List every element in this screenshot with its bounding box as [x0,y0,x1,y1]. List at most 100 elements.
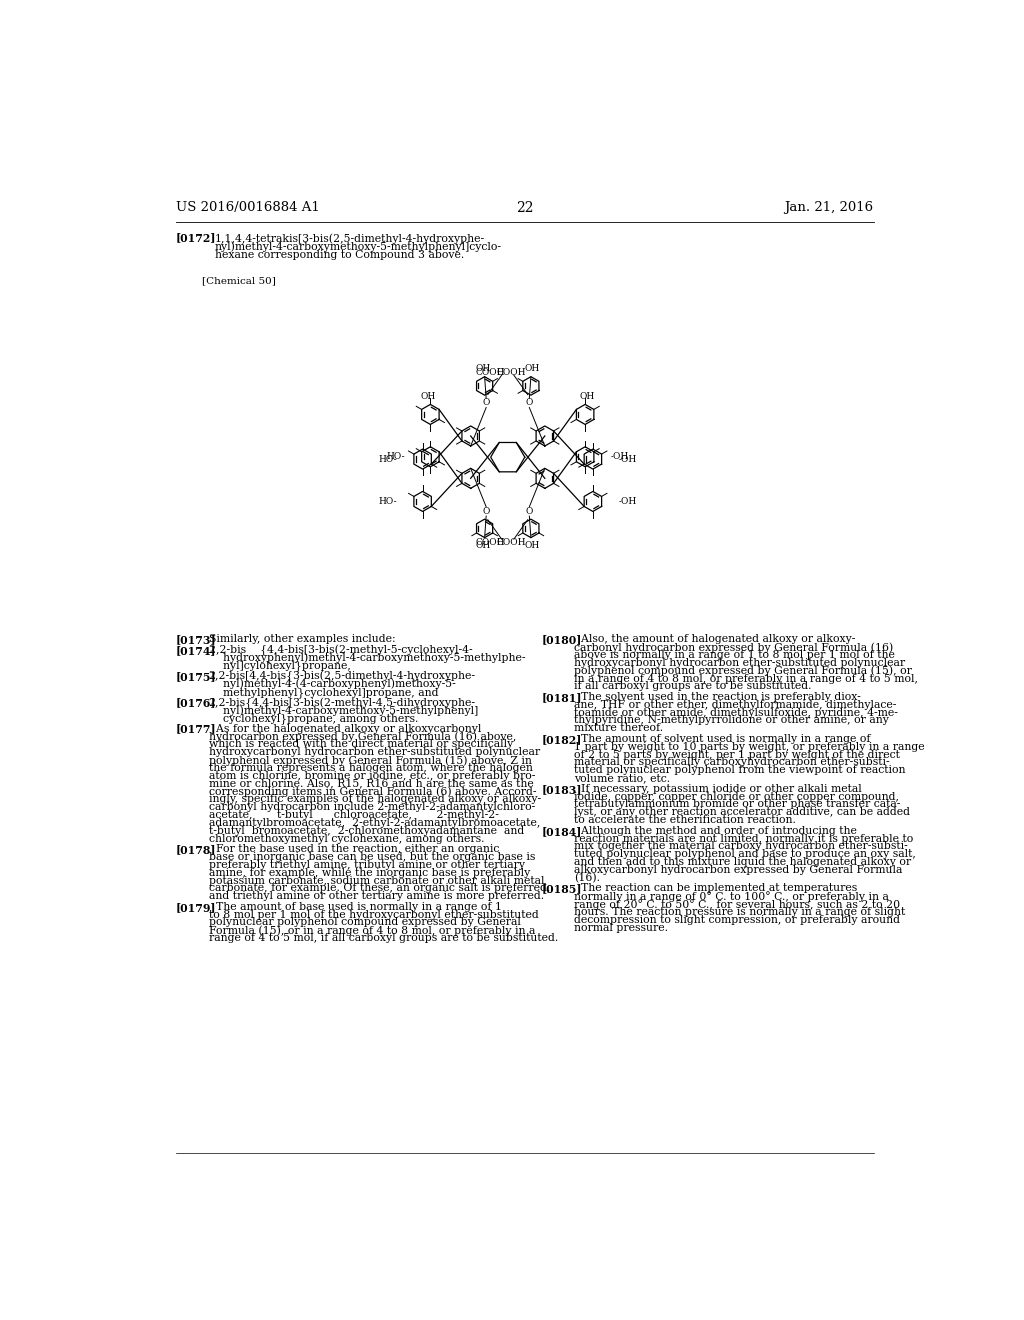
Text: Also, the amount of halogenated alkoxy or alkoxy-: Also, the amount of halogenated alkoxy o… [574,635,856,644]
Text: tuted polynuclear polyphenol and base to produce an oxy salt,: tuted polynuclear polyphenol and base to… [574,849,916,859]
Text: cyclohexyl}propane, among others.: cyclohexyl}propane, among others. [209,713,418,723]
Text: OH: OH [525,364,540,374]
Text: normally in a range of 0° C. to 100° C., or preferably in a: normally in a range of 0° C. to 100° C.,… [574,891,889,902]
Text: corresponding items in General Formula (6) above. Accord-: corresponding items in General Formula (… [209,787,537,797]
Text: range of 20° C. to 50° C., for several hours, such as 2 to 20: range of 20° C. to 50° C., for several h… [574,899,900,909]
Text: [Chemical 50]: [Chemical 50] [202,276,275,285]
Text: 1 part by weight to 10 parts by weight, or preferably in a range: 1 part by weight to 10 parts by weight, … [574,742,925,752]
Text: hydrocarbon expressed by General Formula (16) above,: hydrocarbon expressed by General Formula… [209,731,516,742]
Text: [0177]: [0177] [176,723,217,735]
Text: tetrabutylammonium bromide or other phase transfer cata-: tetrabutylammonium bromide or other phas… [574,800,901,809]
Text: to accelerate the etherification reaction.: to accelerate the etherification reactio… [574,816,797,825]
Text: polynuclear polyphenol compound expressed by General: polynuclear polyphenol compound expresse… [209,917,520,928]
Text: above is normally in a range of 1 to 8 mol per 1 mol of the: above is normally in a range of 1 to 8 m… [574,649,895,660]
Text: tuted polynuclear polyphenol from the viewpoint of reaction: tuted polynuclear polyphenol from the vi… [574,766,906,775]
Text: atom is chlorine, bromine or iodine, etc., or preferably bro-: atom is chlorine, bromine or iodine, etc… [209,771,535,780]
Text: [0180]: [0180] [542,635,583,645]
Text: O: O [482,507,489,516]
Text: [0179]: [0179] [176,902,216,912]
Text: base or inorganic base can be used, but the organic base is: base or inorganic base can be used, but … [209,851,535,862]
Text: preferably triethyl amine, tributyl amine or other tertiary: preferably triethyl amine, tributyl amin… [209,859,524,870]
Text: 1,1,4,4-tetrakis[3-bis(2,5-dimethyl-4-hydroxyphe-: 1,1,4,4-tetrakis[3-bis(2,5-dimethyl-4-hy… [215,234,485,244]
Text: carbonate, for example. Of these, an organic salt is preferred,: carbonate, for example. Of these, an org… [209,883,550,894]
Text: COOH: COOH [475,537,505,546]
Text: O: O [525,399,534,408]
Text: [0175]: [0175] [176,671,217,682]
Text: mixture thereof.: mixture thereof. [574,723,664,734]
Text: of 2 to 5 parts by weight, per 1 part by weight of the direct: of 2 to 5 parts by weight, per 1 part by… [574,750,900,759]
Text: decompression to slight compression, or preferably around: decompression to slight compression, or … [574,915,900,925]
Text: lyst, or any other reaction accelerator additive, can be added: lyst, or any other reaction accelerator … [574,808,910,817]
Text: If necessary, potassium iodide or other alkali metal: If necessary, potassium iodide or other … [574,784,862,793]
Text: US 2016/0016884 A1: US 2016/0016884 A1 [176,201,319,214]
Text: -OH: -OH [618,496,637,506]
Text: [0176]: [0176] [176,697,216,709]
Text: [0178]: [0178] [176,843,216,855]
Text: carbonyl hydrocarbon include 2-methyl-2-adamantylchloro-: carbonyl hydrocarbon include 2-methyl-2-… [209,803,535,812]
Text: adamantylbromoacetate,  2-ethyl-2-adamantylbromoacetate,: adamantylbromoacetate, 2-ethyl-2-adamant… [209,818,540,828]
Text: OH: OH [475,364,490,374]
Text: nyl)methyl-4-carboxymethoxy-5-methylphenyl]: nyl)methyl-4-carboxymethoxy-5-methylphen… [209,705,478,715]
Text: The amount of base used is normally in a range of 1: The amount of base used is normally in a… [209,902,502,912]
Text: The amount of solvent used is normally in a range of: The amount of solvent used is normally i… [574,734,870,744]
Text: mix together the material carboxy hydrocarbon ether-substi-: mix together the material carboxy hydroc… [574,841,908,851]
Text: Formula (15), or in a range of 4 to 8 mol, or preferably in a: Formula (15), or in a range of 4 to 8 mo… [209,925,535,936]
Text: [0172]: [0172] [176,232,216,244]
Text: 2,2-bis{4,4-bis[3-bis(2-methyl-4,5-dihydroxyphe-: 2,2-bis{4,4-bis[3-bis(2-methyl-4,5-dihyd… [209,697,475,709]
Text: the formula represents a halogen atom, where the halogen: the formula represents a halogen atom, w… [209,763,532,772]
Text: hexane corresponding to Compound 3 above.: hexane corresponding to Compound 3 above… [215,249,464,260]
Text: in a range of 4 to 8 mol, or preferably in a range of 4 to 5 mol,: in a range of 4 to 8 mol, or preferably … [574,673,919,684]
Text: amine, for example, while the inorganic base is preferably: amine, for example, while the inorganic … [209,867,529,878]
Text: [0181]: [0181] [542,692,583,704]
Text: COOH: COOH [497,367,525,376]
Text: The reaction can be implemented at temperatures: The reaction can be implemented at tempe… [574,883,858,894]
Text: hydroxyphenyl)methyl-4-carboxymethoxy-5-methylphe-: hydroxyphenyl)methyl-4-carboxymethoxy-5-… [209,652,525,663]
Text: normal pressure.: normal pressure. [574,923,669,933]
Text: volume ratio, etc.: volume ratio, etc. [574,774,671,783]
Text: polyphenol expressed by General Formula (15) above, Z in: polyphenol expressed by General Formula … [209,755,531,766]
Text: COOH: COOH [475,367,505,376]
Text: methylphenyl}cyclohexyl]propane, and: methylphenyl}cyclohexyl]propane, and [209,686,438,697]
Text: range of 4 to 5 mol, if all carboxyl groups are to be substituted.: range of 4 to 5 mol, if all carboxyl gro… [209,933,558,944]
Text: [0185]: [0185] [542,883,583,895]
Text: nyl)methyl-4-carboxymethoxy-5-methylphenyl]cyclo-: nyl)methyl-4-carboxymethoxy-5-methylphen… [215,242,502,252]
Text: O: O [482,399,489,408]
Text: [0174]: [0174] [176,644,216,656]
Text: OH: OH [475,541,490,550]
Text: [0183]: [0183] [542,784,583,795]
Text: OH: OH [525,541,540,550]
Text: HO-: HO- [386,453,404,461]
Text: Similarly, other examples include:: Similarly, other examples include: [209,635,395,644]
Text: Although the method and order of introducing the: Although the method and order of introdu… [574,826,857,836]
Text: and then add to this mixture liquid the halogenated alkoxy or: and then add to this mixture liquid the … [574,857,911,867]
Text: HO-: HO- [379,496,397,506]
Text: [0184]: [0184] [542,826,583,837]
Text: hours. The reaction pressure is normally in a range of slight: hours. The reaction pressure is normally… [574,907,905,917]
Text: t-butyl  bromoacetate,  2-chloromethoxyadamantane  and: t-butyl bromoacetate, 2-chloromethoxyada… [209,826,524,836]
Text: polyphenol compound expressed by General Formula (15), or: polyphenol compound expressed by General… [574,665,912,676]
Text: (16).: (16). [574,873,600,883]
Text: 2,2-bis[4,4-bis{3-bis(2,5-dimethyl-4-hydroxyphe-: 2,2-bis[4,4-bis{3-bis(2,5-dimethyl-4-hyd… [209,671,475,682]
Text: alkoxycarbonyl hydrocarbon expressed by General Formula: alkoxycarbonyl hydrocarbon expressed by … [574,865,903,875]
Text: thylpyridine, N-methylpyrrolidone or other amine, or any: thylpyridine, N-methylpyrrolidone or oth… [574,715,889,726]
Text: Jan. 21, 2016: Jan. 21, 2016 [784,201,873,214]
Text: The solvent used in the reaction is preferably diox-: The solvent used in the reaction is pref… [574,692,861,702]
Text: which is reacted with the direct material or specifically: which is reacted with the direct materia… [209,739,513,750]
Text: hydroxycarbonyl hydrocarbon ether-substituted polynuclear: hydroxycarbonyl hydrocarbon ether-substi… [574,657,905,668]
Text: hydroxycarbonyl hydrocarbon ether-substituted polynuclear: hydroxycarbonyl hydrocarbon ether-substi… [209,747,540,758]
Text: material or specifically carboxyhydrocarbon ether-substi-: material or specifically carboxyhydrocar… [574,758,890,767]
Text: iodide, copper, copper chloride or other copper compound,: iodide, copper, copper chloride or other… [574,792,899,801]
Text: OH: OH [580,392,595,401]
Text: O: O [525,507,534,516]
Text: -OH: -OH [610,453,629,461]
Text: toamide or other amide, dimethylsulfoxide, pyridine, 4-me-: toamide or other amide, dimethylsulfoxid… [574,708,898,718]
Text: chloromethoxymethyl cyclohexane, among others.: chloromethoxymethyl cyclohexane, among o… [209,833,484,843]
Text: -OH: -OH [618,454,637,463]
Text: COOH: COOH [497,537,525,546]
Text: nyl]cylohexyl}propane,: nyl]cylohexyl}propane, [209,660,350,672]
Text: acetate,       t-butyl      chloroacetate,       2-methyl-2-: acetate, t-butyl chloroacetate, 2-methyl… [209,810,499,820]
Text: to 8 mol per 1 mol of the hydroxycarbonyl ether-substituted: to 8 mol per 1 mol of the hydroxycarbony… [209,909,539,920]
Text: nyl)methyl-4-(4-carboxyphenyl)methoxy-5-: nyl)methyl-4-(4-carboxyphenyl)methoxy-5- [209,678,456,689]
Text: [0182]: [0182] [542,734,583,744]
Text: ane, THF or other ether, dimethylformamide, dimethylace-: ane, THF or other ether, dimethylformami… [574,700,897,710]
